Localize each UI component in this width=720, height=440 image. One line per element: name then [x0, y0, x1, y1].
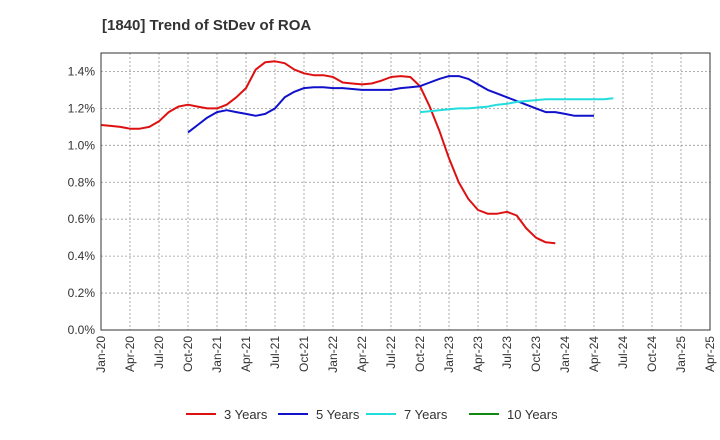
x-tick-label: Jul-20	[152, 336, 166, 369]
x-tick-label: Jan-21	[210, 336, 224, 373]
x-tick-label: Apr-24	[587, 336, 601, 372]
x-tick-label: Oct-22	[413, 336, 427, 372]
legend-label: 5 Years	[316, 407, 360, 422]
x-tick-label: Apr-20	[123, 336, 137, 372]
plot-area	[100, 52, 711, 331]
x-tick-label: Jan-25	[674, 336, 688, 373]
x-tick-label: Jan-23	[442, 336, 456, 373]
x-tick-label: Jul-21	[268, 336, 282, 369]
y-tick-label: 0.0%	[68, 323, 96, 337]
y-tick-label: 0.6%	[68, 212, 96, 226]
y-tick-label: 1.4%	[68, 64, 96, 78]
x-tick-label: Jan-22	[326, 336, 340, 373]
gridlines	[101, 53, 710, 330]
x-tick-label: Jan-24	[558, 336, 572, 373]
legend-label: 7 Years	[404, 407, 448, 422]
x-tick-label: Jul-22	[384, 336, 398, 369]
y-tick-label: 0.8%	[68, 175, 96, 189]
legend-label: 10 Years	[507, 407, 558, 422]
y-tick-label: 1.0%	[68, 138, 96, 152]
x-tick-label: Apr-23	[471, 336, 485, 372]
series-line-7-years	[419, 97, 614, 114]
x-tick-label: Jul-24	[616, 336, 630, 369]
series-line-3-years	[100, 60, 556, 245]
x-tick-label: Apr-22	[355, 336, 369, 372]
x-tick-label: Apr-25	[703, 336, 717, 372]
x-axis-ticks: Jan-20 Apr-20 Jul-20 Oct-20 Jan-21 Apr-21 Jul-…	[94, 336, 717, 373]
plot-background	[101, 53, 710, 330]
y-tick-label: 0.2%	[68, 286, 96, 300]
y-axis-ticks: 0.0% 0.2% 0.4% 0.6% 0.8% 1.0% 1.2% 1.4%	[68, 64, 96, 337]
chart-title: [1840] Trend of StDev of ROA	[102, 17, 311, 34]
x-tick-label: Jan-20	[94, 336, 108, 373]
y-tick-label: 1.2%	[68, 101, 96, 115]
plot-border	[100, 52, 711, 331]
legend-label: 3 Years	[224, 407, 268, 422]
x-tick-label: Oct-24	[645, 336, 659, 372]
series-line-5-years	[187, 75, 594, 134]
x-tick-label: Apr-21	[239, 336, 253, 372]
series-lines	[100, 60, 614, 245]
x-tick-label: Oct-23	[529, 336, 543, 372]
x-tick-label: Oct-20	[181, 336, 195, 372]
x-tick-label: Oct-21	[297, 336, 311, 372]
x-tick-label: Jul-23	[500, 336, 514, 369]
y-tick-label: 0.4%	[68, 249, 96, 263]
legend: 3 Years 5 Years 7 Years 10 Years	[186, 407, 558, 422]
